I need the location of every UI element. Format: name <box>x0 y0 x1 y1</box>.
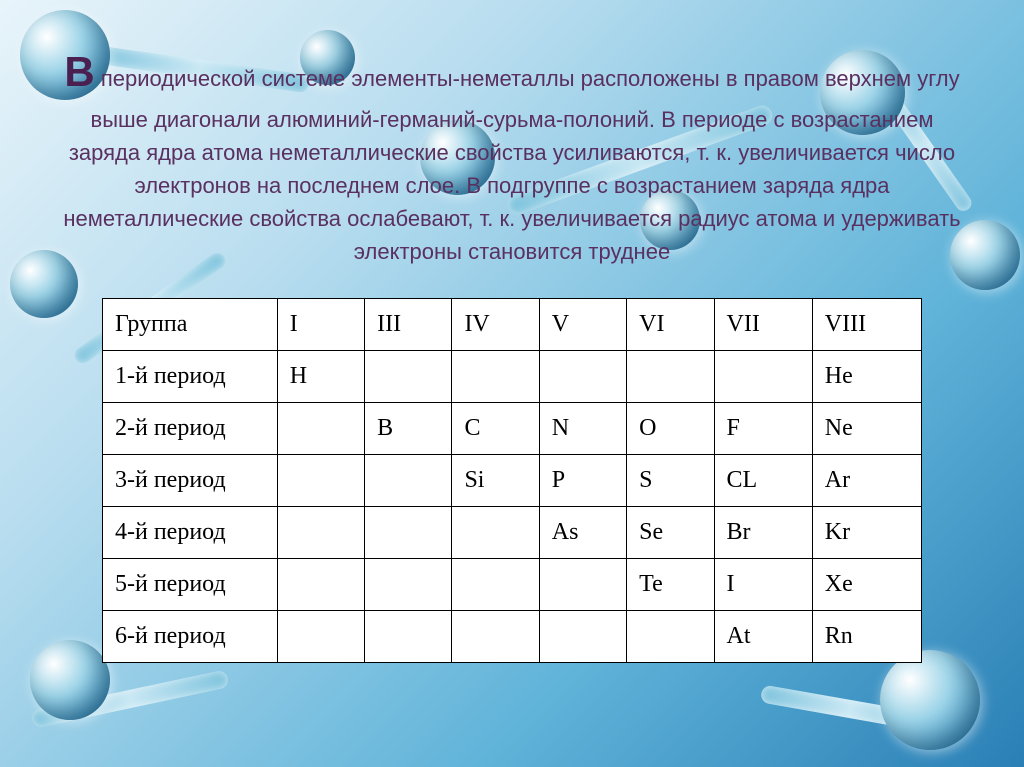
first-letter: В <box>64 48 94 95</box>
element-cell <box>714 351 812 403</box>
table-header-cell: III <box>365 299 452 351</box>
table-row: 6-й период AtRn <box>103 611 922 663</box>
element-cell <box>365 507 452 559</box>
molecule-sphere <box>30 640 110 720</box>
element-cell <box>277 559 364 611</box>
table-row: 1-й периодH He <box>103 351 922 403</box>
element-cell <box>452 559 539 611</box>
element-cell <box>277 403 364 455</box>
element-cell <box>627 611 714 663</box>
molecule-sphere <box>880 650 980 750</box>
table-row: 5-й период TeIXe <box>103 559 922 611</box>
row-label-cell: 6-й период <box>103 611 278 663</box>
element-cell: H <box>277 351 364 403</box>
element-cell: Te <box>627 559 714 611</box>
table-header-cell: VII <box>714 299 812 351</box>
table-row: 3-й период SiPSCLAr <box>103 455 922 507</box>
table-row: 4-й период AsSeBrKr <box>103 507 922 559</box>
element-cell: F <box>714 403 812 455</box>
element-cell <box>277 611 364 663</box>
element-cell <box>627 351 714 403</box>
table-header-cell: I <box>277 299 364 351</box>
table-row: 2-й период BCNOFNe <box>103 403 922 455</box>
element-cell: Si <box>452 455 539 507</box>
element-cell: P <box>539 455 626 507</box>
table-header-cell: VIII <box>812 299 921 351</box>
element-cell: S <box>627 455 714 507</box>
element-cell: Br <box>714 507 812 559</box>
element-cell <box>539 611 626 663</box>
element-cell: O <box>627 403 714 455</box>
element-cell: N <box>539 403 626 455</box>
element-cell <box>539 351 626 403</box>
row-label-cell: 4-й период <box>103 507 278 559</box>
element-cell: Kr <box>812 507 921 559</box>
row-label-cell: 2-й период <box>103 403 278 455</box>
element-cell <box>365 351 452 403</box>
element-cell <box>452 611 539 663</box>
element-cell <box>277 507 364 559</box>
element-cell: Se <box>627 507 714 559</box>
element-cell: At <box>714 611 812 663</box>
element-cell: He <box>812 351 921 403</box>
element-cell <box>539 559 626 611</box>
element-cell: Ar <box>812 455 921 507</box>
paragraph-text: периодической системе элементы-неметаллы… <box>63 66 960 264</box>
element-cell: I <box>714 559 812 611</box>
row-label-cell: 5-й период <box>103 559 278 611</box>
element-cell <box>365 455 452 507</box>
element-cell: B <box>365 403 452 455</box>
element-cell <box>277 455 364 507</box>
element-cell: CL <box>714 455 812 507</box>
periodic-nonmetals-table: ГруппаIIIIIVVVIVIIVIII1-й периодHHe2-й п… <box>102 298 922 663</box>
table-header-cell: IV <box>452 299 539 351</box>
element-cell <box>365 611 452 663</box>
table-header-row: ГруппаIIIIIVVVIVIIVIII <box>103 299 922 351</box>
element-cell <box>452 351 539 403</box>
element-cell: Rn <box>812 611 921 663</box>
table-header-cell: V <box>539 299 626 351</box>
row-label-cell: 1-й период <box>103 351 278 403</box>
element-cell: Xe <box>812 559 921 611</box>
row-label-cell: 3-й период <box>103 455 278 507</box>
table-header-cell: Группа <box>103 299 278 351</box>
main-paragraph: В периодической системе элементы-неметал… <box>60 40 964 268</box>
element-cell: Ne <box>812 403 921 455</box>
element-cell <box>452 507 539 559</box>
element-cell <box>365 559 452 611</box>
element-cell: C <box>452 403 539 455</box>
table-header-cell: VI <box>627 299 714 351</box>
element-cell: As <box>539 507 626 559</box>
